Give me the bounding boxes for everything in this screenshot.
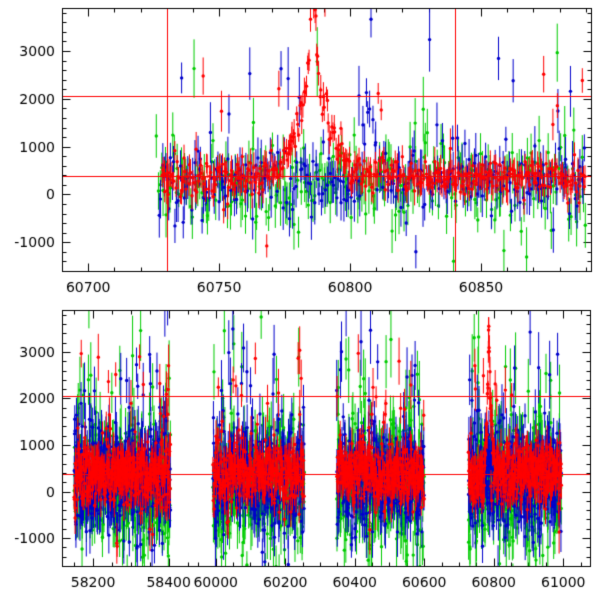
bottom-light-curve-panel [0,300,600,600]
top-light-curve-panel [0,0,600,300]
